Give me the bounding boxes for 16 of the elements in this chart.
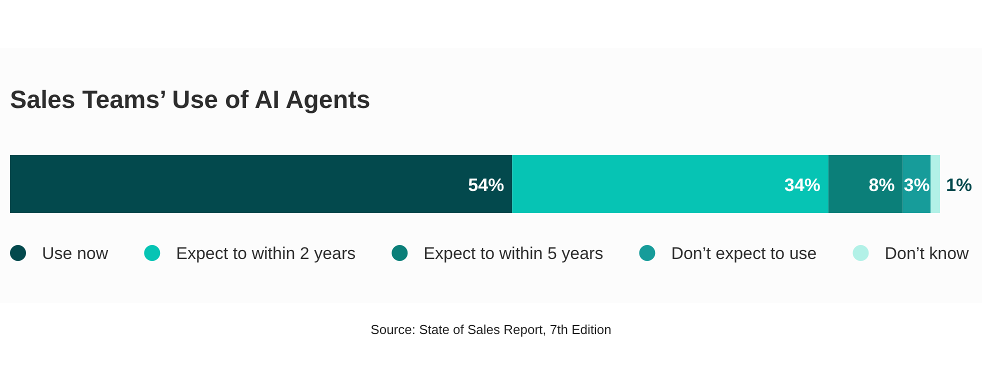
data-label: 3%	[904, 175, 930, 195]
legend-label: Use now	[42, 244, 109, 263]
legend-label: Don’t know	[884, 244, 970, 263]
legend-label: Expect to within 2 years	[176, 244, 356, 263]
bar	[512, 155, 828, 213]
bar	[828, 155, 903, 213]
source-note: Source: State of Sales Report, 7th Edition	[370, 322, 612, 337]
data-label: 8%	[868, 175, 895, 195]
bar	[10, 155, 512, 213]
chart-title: Sales Teams’ Use of AI Agents	[10, 86, 370, 114]
data-label: 1%	[946, 175, 972, 195]
legend-label: Don’t expect to use	[671, 244, 817, 263]
data-label: 54%	[468, 175, 504, 195]
bar	[930, 155, 940, 213]
data-label: 34%	[784, 175, 820, 195]
legend-label: Expect to within 5 years	[424, 244, 604, 263]
